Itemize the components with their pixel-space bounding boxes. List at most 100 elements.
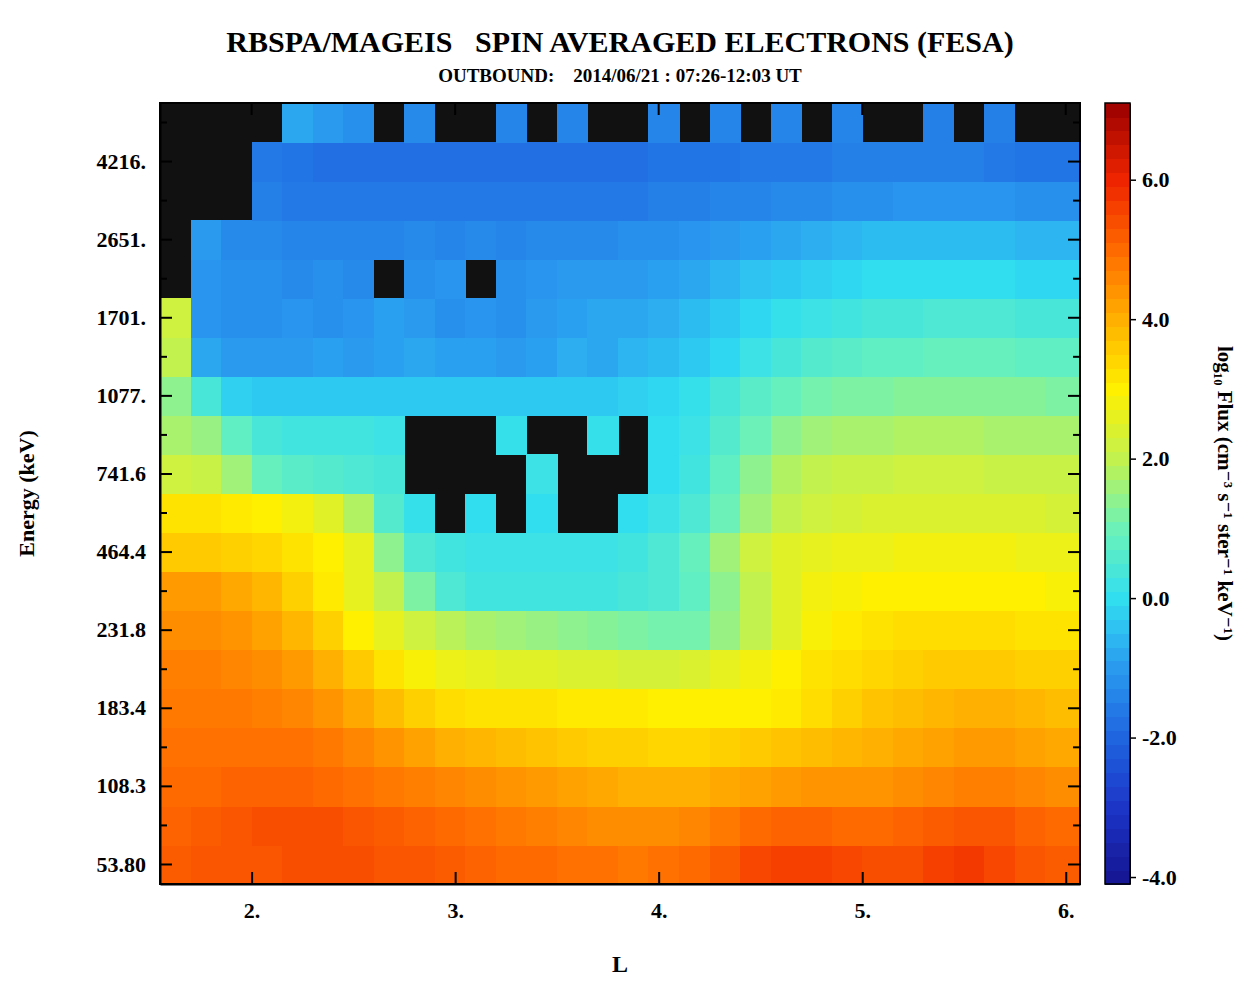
y-tick: 464.4: [97, 539, 173, 564]
y-tick: [160, 513, 167, 514]
heatmap-cell: [252, 220, 283, 260]
heatmap-cell: [404, 181, 435, 221]
heatmap-cell: [801, 220, 832, 260]
heatmap-cell: [923, 533, 954, 573]
heatmap-cell: [587, 142, 618, 182]
heatmap-cell: [648, 533, 679, 573]
y-tick: 741.6: [97, 461, 173, 486]
heatmap-cell: [710, 142, 741, 182]
heatmap-cell: [313, 494, 344, 534]
x-tick-mark: [862, 872, 864, 884]
heatmap-cell: [801, 533, 832, 573]
heatmap-cell: [221, 689, 252, 729]
y-tick-mark-right: [1073, 746, 1080, 748]
heatmap-cell: [465, 220, 496, 260]
heatmap-cell: [923, 337, 954, 377]
y-tick-mark: [160, 590, 167, 592]
heatmap-cell: [984, 611, 1015, 651]
heatmap-cell: [496, 845, 527, 884]
heatmap-cell: [496, 650, 527, 690]
colorbar-swatch: [1105, 187, 1130, 202]
heatmap-cell: [465, 337, 496, 377]
heatmap-cell: [923, 142, 954, 182]
heatmap-cell: [648, 650, 679, 690]
colorbar-swatch: [1105, 661, 1130, 676]
x-tick-label: 3.: [447, 898, 464, 923]
heatmap-cell: [557, 611, 588, 651]
heatmap-cell: [160, 689, 191, 729]
heatmap-cell: [618, 259, 649, 299]
heatmap-cell: [618, 142, 649, 182]
y-tick-mark: [160, 863, 172, 865]
colorbar-swatch: [1105, 326, 1130, 341]
heatmap-cell: [832, 103, 863, 143]
colorbar-swatch: [1105, 675, 1130, 690]
heatmap-cell: [679, 142, 710, 182]
heatmap-cell: [526, 728, 557, 768]
heatmap-cell: [496, 298, 527, 338]
colorbar-swatch: [1105, 647, 1130, 662]
colorbar-tick-label: 6.0: [1142, 167, 1170, 192]
heatmap-cell: [771, 650, 802, 690]
y-tick-label: 1701.: [97, 305, 147, 330]
heatmap-cell: [221, 415, 252, 455]
heatmap-cell: [893, 572, 924, 612]
heatmap-cell: [313, 845, 344, 884]
y-tick-mark-right: [1073, 668, 1080, 670]
heatmap-cell: [862, 376, 893, 416]
y-tick-mark-right: [1073, 356, 1080, 358]
heatmap-cell: [557, 689, 588, 729]
heatmap-cell: [404, 806, 435, 846]
heatmap-cell: [282, 259, 313, 299]
heatmap-cell: [496, 533, 527, 573]
heatmap-cell: [954, 689, 985, 729]
heatmap-cell: [862, 728, 893, 768]
heatmap-cell: [648, 103, 679, 143]
heatmap-cell: [893, 689, 924, 729]
heatmap-cell: [710, 728, 741, 768]
heatmap-cell: [862, 142, 893, 182]
heatmap-cell: [221, 533, 252, 573]
heatmap-cell: [343, 572, 374, 612]
colorbar-swatch: [1105, 410, 1130, 425]
y-tick: [160, 669, 167, 670]
heatmap-cell: [221, 572, 252, 612]
heatmap-cell: [587, 298, 618, 338]
heatmap-cell: [618, 767, 649, 807]
heatmap-cell: [923, 494, 954, 534]
heatmap-cell: [893, 728, 924, 768]
heatmap-cell: [862, 806, 893, 846]
heatmap-cell: [435, 259, 466, 299]
heatmap-cell: [740, 298, 771, 338]
y-tick: 108.3: [97, 773, 173, 798]
heatmap-cell: [343, 337, 374, 377]
heatmap-cell: [587, 415, 618, 455]
heatmap-cell: [252, 767, 283, 807]
heatmap-cell: [1045, 689, 1080, 729]
heatmap-cell: [923, 572, 954, 612]
heatmap-cell: [893, 415, 924, 455]
heatmap-cell: [435, 142, 466, 182]
heatmap-cell: [1045, 494, 1080, 534]
heatmap-cell: [160, 337, 191, 377]
heatmap-cell: [374, 142, 405, 182]
heatmap-cell: [252, 728, 283, 768]
heatmap-cell: [191, 767, 222, 807]
x-tick: 5.: [854, 872, 871, 923]
heatmap-cell: [923, 845, 954, 884]
heatmap-cell: [893, 611, 924, 651]
heatmap-cell: [618, 806, 649, 846]
heatmap-cell: [832, 806, 863, 846]
heatmap-cell: [557, 259, 588, 299]
colorbar-swatch: [1105, 689, 1130, 704]
heatmap-cell: [587, 572, 618, 612]
heatmap-cell: [801, 767, 832, 807]
heatmap-cell: [1045, 337, 1080, 377]
heatmap-cell: [862, 337, 893, 377]
heatmap-cell: [893, 337, 924, 377]
x-tick-mark-top: [658, 103, 660, 115]
heatmap-cells: [160, 103, 1080, 884]
heatmap-cell: [679, 181, 710, 221]
heatmap-cell: [526, 611, 557, 651]
heatmap-cell: [710, 806, 741, 846]
